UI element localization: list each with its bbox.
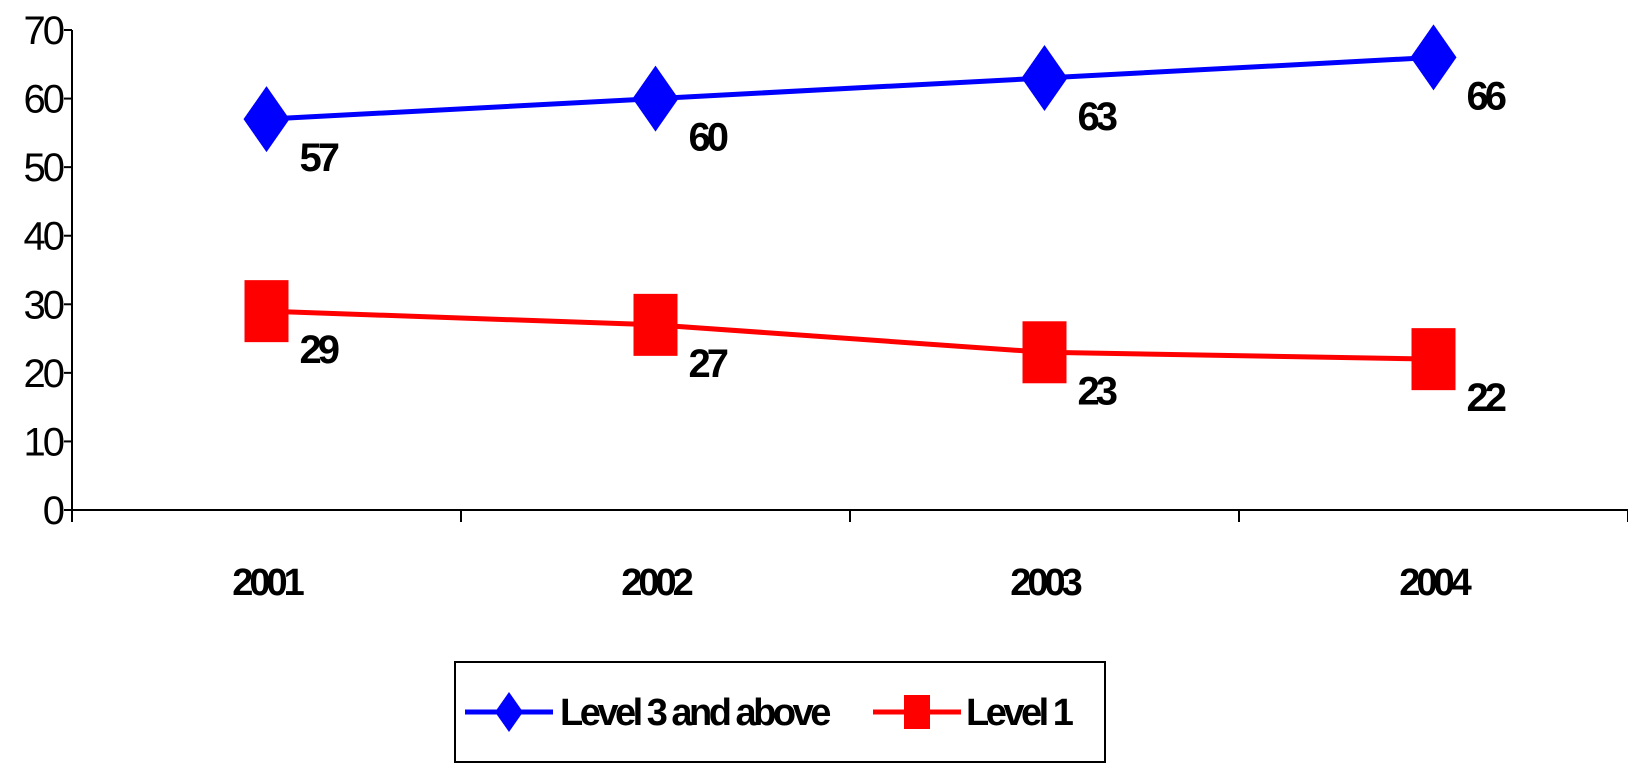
series-line xyxy=(266,54,1434,122)
data-label: 57 xyxy=(300,136,339,180)
series-level-3-and-above: 57 60 63 66 xyxy=(243,24,1510,180)
y-tick-label: 40 xyxy=(24,215,64,259)
y-tick-label: 70 xyxy=(24,9,64,53)
data-point-square xyxy=(1022,321,1067,384)
legend-label: Level 1 xyxy=(966,692,1074,734)
data-label: 22 xyxy=(1467,376,1506,420)
data-label: 60 xyxy=(689,116,728,160)
y-tick-label: 20 xyxy=(24,352,64,396)
data-point-diamond xyxy=(243,86,290,153)
data-point-square xyxy=(1411,328,1456,391)
data-point-diamond xyxy=(1410,24,1457,91)
data-point-square xyxy=(244,280,289,343)
y-tick-label: 30 xyxy=(24,283,64,327)
y-tick-label: 0 xyxy=(43,489,64,533)
series-layer: 57 60 63 66 29 27 23 22 xyxy=(243,24,1510,420)
data-point-square xyxy=(633,293,678,356)
y-tick-label: 50 xyxy=(24,146,64,190)
data-label: 27 xyxy=(689,342,728,386)
x-tick-label: 2002 xyxy=(621,562,692,604)
legend: Level 3 and above Level 1 xyxy=(454,661,1106,763)
legend-marker-diamond xyxy=(495,692,523,732)
data-point-diamond xyxy=(1021,45,1068,111)
legend-box xyxy=(454,661,1106,763)
legend-label: Level 3 and above xyxy=(560,692,830,734)
y-tick-label: 60 xyxy=(24,78,64,122)
y-axis: 0 10 20 30 40 50 60 70 xyxy=(24,9,73,533)
data-point-diamond xyxy=(632,65,679,132)
series-level-1: 29 27 23 22 xyxy=(244,280,1510,420)
data-label: 29 xyxy=(300,328,339,372)
legend-marker-square xyxy=(904,695,930,729)
x-axis: 2001 2002 2003 2004 xyxy=(71,509,1628,604)
x-tick-label: 2004 xyxy=(1399,562,1471,604)
y-tick-label: 10 xyxy=(24,420,64,464)
series-line xyxy=(266,308,1434,362)
data-label: 63 xyxy=(1078,95,1117,139)
data-label: 23 xyxy=(1078,369,1117,413)
data-label: 66 xyxy=(1467,74,1506,118)
x-tick-label: 2003 xyxy=(1010,562,1081,604)
x-tick-label: 2001 xyxy=(232,562,304,604)
